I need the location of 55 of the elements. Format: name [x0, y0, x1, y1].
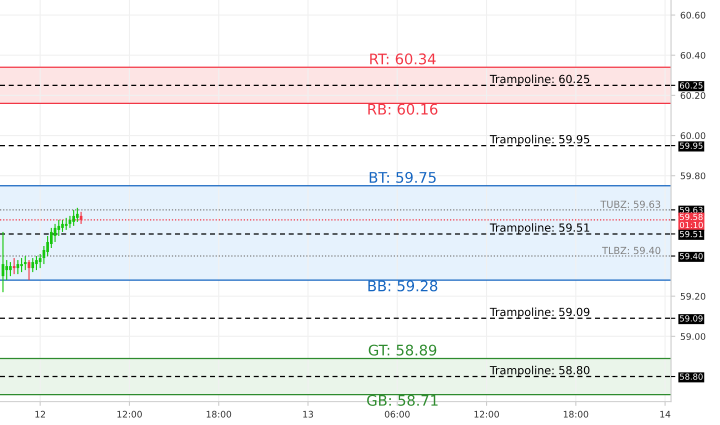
ref-line-label: Trampoline: 58.80 [490, 366, 590, 377]
candlestick [50, 227, 53, 249]
x-tick-label: 18:00 [564, 410, 588, 418]
candlestick [46, 235, 49, 257]
y2-tick-label: 59.58 01:10 [680, 214, 703, 228]
ref-line-label: Trampoline: 59.09 [490, 308, 590, 318]
ref-line-label: BB: 59.28 [368, 280, 438, 292]
y-tick-label: 59.00 [680, 333, 706, 340]
candlestick [24, 255, 27, 271]
ref-line-label: TUBZ: 59.63 [600, 200, 660, 208]
candlestick [64, 217, 68, 230]
candlestick [57, 219, 60, 237]
candlestick [9, 262, 12, 277]
y2-tick-label: 59.09 [680, 315, 703, 322]
x-tick-label: 12:00 [474, 410, 499, 418]
ref-line-label: GT: 58.89 [368, 344, 436, 356]
candlestick [20, 257, 23, 273]
ref-line-label: Trampoline: 59.51 [490, 223, 590, 234]
ref-line-label: GB: 58.71 [367, 394, 438, 406]
y-tick-label: 60.40 [680, 52, 706, 59]
candlestick [2, 231, 4, 293]
candlestick [12, 257, 16, 275]
candlestick [31, 257, 34, 273]
ref-line-label: TLBZ: 59.40 [602, 246, 660, 254]
candlestick [61, 219, 64, 232]
ref-line-label: BT: 59.75 [370, 172, 436, 183]
ref-line-label: Trampoline: 60.25 [490, 74, 590, 86]
x-tick-label: 06:00 [384, 410, 410, 418]
y2-tick-label: 58.80 [680, 374, 703, 380]
y2-tick-label: 59.63 [680, 206, 703, 214]
x-tick-label: 13 [303, 410, 314, 418]
candlestick [72, 209, 75, 226]
candlestick [42, 245, 46, 265]
y-tick-label: 59.20 [680, 292, 706, 300]
y2-tick-label: 59.40 [680, 253, 703, 260]
candlestick [35, 255, 38, 271]
candlestick [38, 253, 42, 269]
ref-line-label: RT: 60.34 [370, 53, 436, 64]
x-tick-label: 18:00 [206, 410, 232, 418]
y-tick-label: 60.00 [680, 132, 706, 140]
ref-line-label: Trampoline: 59.95 [490, 134, 590, 146]
x-tick-label: 14 [660, 410, 670, 418]
y2-tick-label: 60.25 [680, 82, 702, 89]
x-tick-label: 12 [35, 410, 46, 418]
candlestick [28, 259, 30, 281]
candlestick [5, 259, 8, 281]
y2-tick-label: 59.95 [680, 142, 702, 149]
y-tick-label: 60.20 [680, 92, 706, 99]
y2-tick-label: 59.51 [680, 230, 702, 238]
ref-line-label: RB: 60.16 [368, 104, 438, 115]
y-tick-label: 60.60 [680, 12, 706, 19]
candlestick [76, 207, 79, 222]
y-tick-label: 59.80 [680, 172, 706, 180]
candlestick [16, 259, 20, 275]
x-tick-label: 12:00 [117, 410, 142, 418]
